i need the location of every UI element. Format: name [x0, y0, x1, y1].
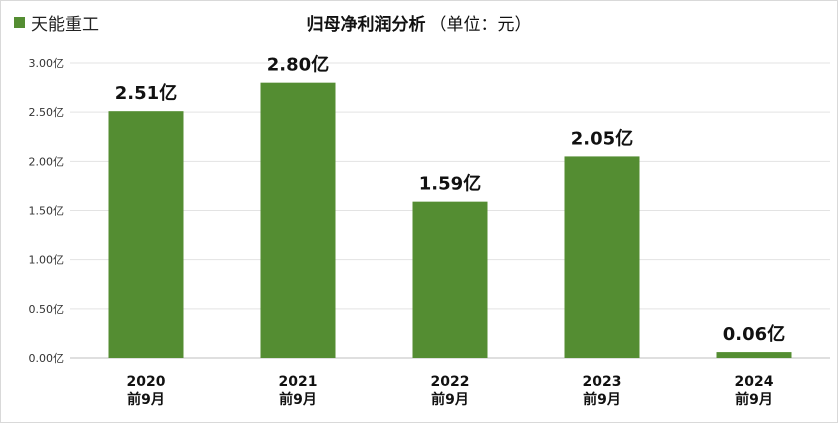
bar — [260, 82, 336, 359]
x-tick-label-period: 前9月 — [583, 391, 621, 408]
y-tick-label: 0.50亿 — [29, 303, 65, 316]
legend: 天能重工 — [14, 10, 99, 35]
x-tick-label-year: 2024 — [735, 374, 774, 390]
bar — [564, 156, 640, 358]
x-tick-label-year: 2021 — [279, 374, 318, 390]
y-tick-label: 2.00亿 — [29, 155, 65, 168]
data-label: 2.05亿 — [571, 127, 633, 149]
y-tick-label: 0.00亿 — [29, 352, 65, 365]
chart-title: 归母净利润分析 （单位：元） — [0, 10, 838, 35]
x-tick-label-period: 前9月 — [735, 391, 773, 408]
y-tick-label: 1.50亿 — [29, 205, 65, 218]
data-label: 1.59亿 — [419, 173, 481, 195]
x-tick-label-period: 前9月 — [431, 391, 469, 408]
bar — [716, 352, 792, 358]
data-label: 2.80亿 — [267, 54, 329, 76]
bar — [108, 111, 184, 358]
bar — [412, 201, 488, 358]
chart-title-unit: （单位：元） — [429, 15, 532, 35]
data-label: 2.51亿 — [115, 82, 177, 104]
data-label: 0.06亿 — [723, 323, 785, 345]
x-tick-label-year: 2020 — [127, 374, 166, 390]
x-tick-label-year: 2023 — [583, 374, 622, 390]
x-tick-label-year: 2022 — [431, 374, 470, 390]
y-tick-label: 2.50亿 — [29, 106, 65, 119]
y-tick-label: 3.00亿 — [29, 57, 65, 70]
x-tick-label-period: 前9月 — [279, 391, 317, 408]
legend-swatch — [14, 17, 25, 28]
chart-title-main: 归母净利润分析 — [306, 15, 426, 35]
x-tick-label-period: 前9月 — [127, 391, 165, 408]
y-tick-label: 1.00亿 — [29, 254, 65, 267]
legend-label: 天能重工 — [31, 15, 99, 35]
